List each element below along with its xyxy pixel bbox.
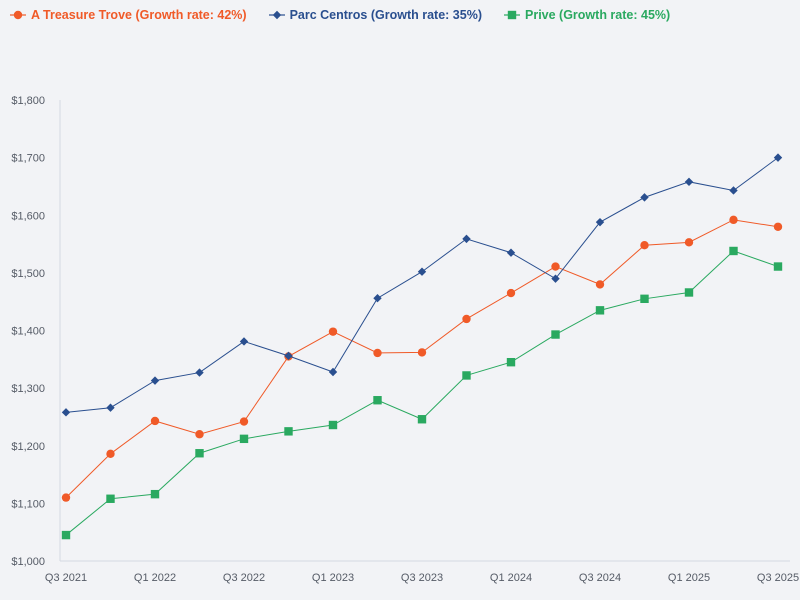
y-tick-label: $1,700 (11, 153, 45, 165)
data-point (506, 288, 516, 298)
data-point (506, 248, 516, 257)
data-point (729, 246, 738, 256)
data-point (150, 376, 160, 385)
data-point (61, 493, 71, 502)
data-point (417, 415, 427, 424)
data-point (551, 274, 560, 283)
data-point (773, 262, 783, 271)
data-point (239, 337, 249, 346)
y-tick-label: $1,200 (11, 441, 45, 453)
data-point (61, 408, 71, 417)
series-line (65, 250, 779, 536)
legend-swatch-icon (10, 10, 26, 20)
data-point (239, 434, 249, 444)
y-tick-label: $1,400 (11, 326, 45, 338)
legend-marker (272, 10, 281, 20)
data-point (328, 367, 338, 377)
legend-item[interactable]: Prive (Growth rate: 45%) (504, 8, 670, 22)
series-0 (61, 215, 783, 502)
data-point (61, 530, 71, 540)
legend-swatch-icon (504, 10, 520, 20)
data-point (150, 489, 160, 499)
data-point (640, 294, 649, 304)
data-point (462, 234, 471, 244)
x-tick-label: Q3 2022 (223, 572, 265, 584)
x-tick-label: Q3 2021 (45, 572, 87, 584)
data-point (284, 351, 293, 361)
data-point (684, 288, 694, 297)
data-point (773, 222, 783, 231)
data-point (595, 280, 605, 289)
y-tick-label: $1,500 (11, 268, 45, 280)
data-point (106, 494, 115, 503)
data-point (195, 449, 204, 458)
x-tick-label: Q3 2025 (757, 572, 799, 584)
data-point (195, 430, 204, 439)
data-point (684, 238, 694, 247)
data-point (106, 449, 115, 459)
legend-marker (13, 10, 23, 20)
legend-label: Prive (Growth rate: 45%) (525, 8, 671, 22)
x-tick-label: Q1 2022 (134, 572, 176, 584)
y-tick-label: $1,300 (11, 383, 45, 395)
data-point (373, 348, 382, 358)
y-tick-label: $1,100 (11, 498, 45, 510)
data-point (684, 177, 694, 187)
x-tick-label: Q1 2025 (668, 572, 710, 584)
data-point (106, 403, 115, 412)
data-point (773, 153, 783, 162)
legend-item[interactable]: A Treasure Trove (Growth rate: 42%) (10, 8, 247, 22)
data-point (551, 330, 560, 339)
data-point (417, 267, 427, 276)
data-point (373, 396, 382, 405)
data-point (506, 357, 516, 367)
data-point (551, 262, 560, 271)
data-point (284, 427, 293, 436)
series-line (65, 219, 779, 498)
data-point (640, 193, 649, 202)
data-point (373, 294, 382, 303)
x-tick-label: Q1 2023 (312, 572, 354, 584)
data-point (595, 217, 605, 227)
data-point (462, 371, 471, 380)
legend-label: Parc Centros (Growth rate: 35%) (289, 8, 482, 22)
legend-marker (507, 10, 517, 20)
data-point (195, 368, 204, 377)
chart-axes: $1,000 $1,100 $1,200 $1,300 $1,400 $1,500 $1,6… (11, 95, 799, 584)
series-2 (61, 246, 783, 540)
y-tick-label: $1,800 (11, 95, 45, 107)
x-tick-label: Q3 2023 (401, 572, 443, 584)
legend-swatch-icon (268, 10, 285, 20)
plot-area (61, 153, 783, 540)
series-line (65, 157, 779, 413)
data-point (462, 314, 471, 324)
data-point (595, 306, 605, 315)
data-point (328, 327, 338, 336)
legend-item[interactable]: Parc Centros (Growth rate: 35%) (268, 8, 482, 22)
y-tick-label: $1,600 (11, 210, 45, 222)
data-point (729, 186, 738, 195)
series-1 (61, 153, 783, 417)
data-point (239, 417, 249, 426)
x-tick-label: Q1 2024 (490, 572, 532, 584)
x-tick-label: Q3 2024 (579, 572, 621, 584)
data-point (729, 215, 738, 225)
data-point (328, 420, 338, 430)
legend-label: A Treasure Trove (Growth rate: 42%) (31, 8, 247, 22)
chart-legend: A Treasure Trove (Growth rate: 42%) Parc … (10, 8, 692, 22)
data-point (640, 241, 649, 250)
data-point (417, 348, 427, 357)
y-tick-label: $1,000 (11, 556, 45, 568)
data-point (150, 416, 160, 426)
